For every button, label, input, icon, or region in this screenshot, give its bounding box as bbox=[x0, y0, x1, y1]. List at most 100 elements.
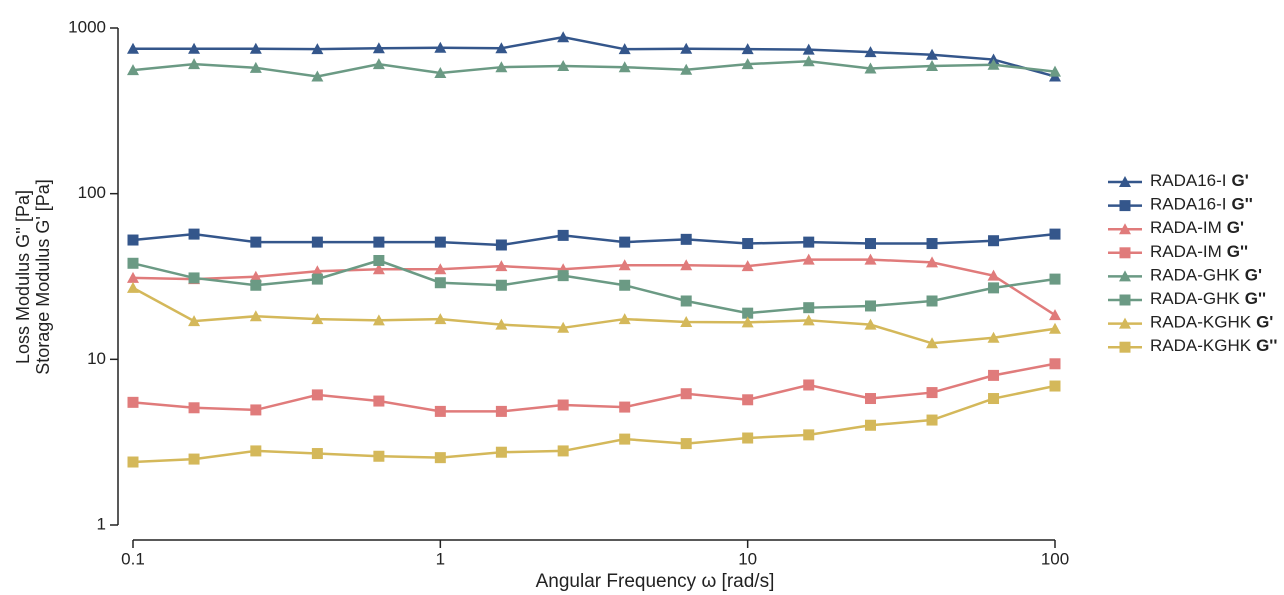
legend-marker bbox=[1119, 341, 1131, 353]
data-point bbox=[372, 58, 385, 70]
data-point bbox=[311, 70, 324, 82]
data-point bbox=[557, 229, 569, 241]
data-point bbox=[1049, 273, 1061, 285]
legend-modulus: G' bbox=[1245, 266, 1262, 285]
data-point bbox=[434, 263, 447, 275]
x-tick-label: 0.1 bbox=[121, 549, 145, 568]
data-point bbox=[802, 314, 815, 326]
data-point bbox=[373, 254, 385, 266]
series-line bbox=[132, 59, 1056, 78]
data-point bbox=[864, 62, 877, 74]
data-point bbox=[250, 445, 262, 457]
data-point bbox=[495, 42, 508, 54]
data-point bbox=[311, 43, 324, 55]
data-point bbox=[495, 260, 508, 272]
data-point bbox=[680, 63, 693, 75]
legend-modulus: G'' bbox=[1227, 242, 1248, 261]
data-point bbox=[864, 253, 877, 265]
data-point bbox=[311, 448, 323, 460]
series-line bbox=[132, 286, 1056, 345]
data-point bbox=[127, 271, 139, 283]
data-point bbox=[803, 236, 815, 248]
series-line bbox=[132, 362, 1056, 413]
data-point bbox=[557, 31, 570, 43]
data-point bbox=[988, 235, 1000, 247]
data-point bbox=[802, 253, 815, 265]
data-point bbox=[803, 379, 815, 391]
data-point bbox=[680, 233, 692, 245]
legend-name: RADA-GHK bbox=[1150, 266, 1240, 285]
data-point bbox=[803, 302, 815, 314]
legend-label: RADA-KGHK G' bbox=[1150, 313, 1273, 332]
legend-label: RADA-GHK G'' bbox=[1150, 289, 1266, 308]
series-line bbox=[132, 259, 1056, 315]
legend-name: RADA16-I bbox=[1150, 195, 1227, 214]
y-axis-title: Loss Modulus G'' [Pa] bbox=[13, 190, 33, 364]
legend-modulus: G' bbox=[1227, 219, 1244, 238]
data-point bbox=[680, 42, 693, 54]
data-point bbox=[249, 61, 262, 73]
legend-name: RADA-GHK bbox=[1150, 289, 1240, 308]
data-point bbox=[557, 399, 569, 411]
data-point bbox=[250, 236, 262, 248]
legend-marker bbox=[1119, 294, 1131, 306]
data-point bbox=[802, 43, 815, 55]
data-point bbox=[127, 234, 139, 246]
data-point bbox=[742, 307, 754, 319]
data-point bbox=[926, 59, 939, 71]
data-point bbox=[618, 259, 631, 271]
data-point bbox=[495, 239, 507, 251]
data-point bbox=[680, 438, 692, 450]
data-point bbox=[127, 64, 139, 76]
data-point bbox=[188, 315, 201, 327]
data-point bbox=[680, 316, 693, 328]
legend-marker bbox=[1119, 200, 1131, 212]
data-point bbox=[557, 321, 570, 333]
data-point bbox=[249, 42, 262, 54]
series-line bbox=[132, 384, 1056, 464]
data-point bbox=[926, 238, 938, 250]
data-point bbox=[741, 316, 754, 328]
data-point bbox=[618, 61, 631, 73]
data-point bbox=[434, 313, 447, 325]
data-point bbox=[188, 42, 201, 54]
data-point bbox=[373, 236, 385, 248]
legend-modulus: G'' bbox=[1245, 289, 1266, 308]
data-point bbox=[926, 387, 938, 399]
data-point bbox=[434, 405, 446, 417]
data-point bbox=[188, 453, 200, 465]
data-point bbox=[864, 238, 876, 250]
y-tick-label: 100 bbox=[78, 183, 106, 202]
data-point bbox=[434, 277, 446, 289]
data-point bbox=[373, 395, 385, 407]
x-tick-label: 10 bbox=[738, 549, 757, 568]
data-point bbox=[802, 55, 815, 67]
data-point bbox=[311, 389, 323, 401]
data-point bbox=[618, 313, 631, 325]
data-point bbox=[1049, 309, 1061, 321]
data-point bbox=[742, 394, 754, 406]
data-point bbox=[495, 61, 508, 73]
y-tick-label: 10 bbox=[87, 349, 106, 368]
data-point bbox=[988, 369, 1000, 381]
data-point bbox=[742, 238, 754, 250]
data-point bbox=[188, 272, 200, 284]
data-point bbox=[495, 318, 508, 330]
data-point bbox=[926, 48, 939, 60]
legend-name: RADA-IM bbox=[1150, 242, 1222, 261]
data-point bbox=[864, 393, 876, 405]
data-point bbox=[311, 273, 323, 285]
data-point bbox=[311, 313, 324, 325]
data-point bbox=[1049, 65, 1061, 77]
data-point bbox=[250, 279, 262, 291]
data-point bbox=[249, 270, 262, 282]
legend-label: RADA-KGHK G'' bbox=[1150, 337, 1277, 356]
legend-modulus: G' bbox=[1256, 313, 1273, 332]
data-point bbox=[434, 452, 446, 464]
data-point bbox=[680, 388, 692, 400]
y-axis-title: Storage Modulus G' [Pa] bbox=[33, 179, 53, 375]
data-point bbox=[373, 450, 385, 462]
data-point bbox=[926, 414, 938, 426]
data-point bbox=[926, 256, 939, 268]
data-point bbox=[680, 259, 693, 271]
